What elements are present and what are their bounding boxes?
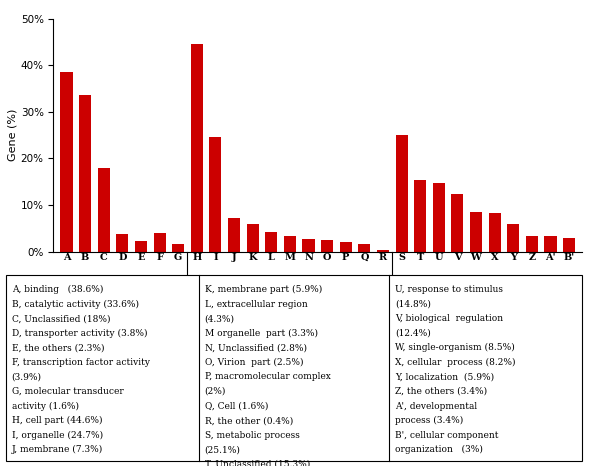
- Bar: [209, 137, 222, 252]
- Bar: [135, 241, 147, 252]
- Text: (25.1%): (25.1%): [205, 445, 241, 454]
- Bar: [358, 244, 371, 252]
- Text: V, biological  regulation: V, biological regulation: [395, 314, 503, 323]
- Bar: [97, 168, 110, 252]
- Bar: [563, 238, 575, 252]
- Bar: [526, 236, 538, 252]
- Text: G, molecular transducer: G, molecular transducer: [12, 387, 124, 396]
- Bar: [79, 95, 91, 252]
- Text: Y, localization  (5.9%): Y, localization (5.9%): [395, 372, 494, 382]
- Bar: [284, 236, 296, 252]
- Text: E, the others (2.3%): E, the others (2.3%): [12, 343, 104, 352]
- Y-axis label: Gene (%): Gene (%): [8, 109, 18, 161]
- Text: D, transporter activity (3.8%): D, transporter activity (3.8%): [12, 329, 147, 338]
- Text: R, the other (0.4%): R, the other (0.4%): [205, 416, 293, 425]
- Bar: [321, 240, 333, 252]
- Text: B', cellular component: B', cellular component: [395, 431, 498, 439]
- Text: process (3.4%): process (3.4%): [395, 416, 463, 425]
- Bar: [545, 236, 557, 252]
- Text: Q, Cell (1.6%): Q, Cell (1.6%): [205, 402, 268, 411]
- Text: B, catalytic activity (33.6%): B, catalytic activity (33.6%): [12, 300, 139, 309]
- Bar: [172, 244, 184, 252]
- Bar: [377, 250, 389, 252]
- Text: (2%): (2%): [205, 387, 226, 396]
- Text: Z, the others (3.4%): Z, the others (3.4%): [395, 387, 487, 396]
- Bar: [470, 212, 482, 252]
- Text: L, extracellular region: L, extracellular region: [205, 300, 308, 309]
- Text: N, Unclassified (2.8%): N, Unclassified (2.8%): [205, 343, 307, 352]
- Bar: [228, 218, 240, 252]
- Bar: [507, 224, 519, 252]
- Text: K, membrane part (5.9%): K, membrane part (5.9%): [205, 285, 322, 295]
- Text: W, single-organism (8.5%): W, single-organism (8.5%): [395, 343, 514, 352]
- Text: O, Virion  part (2.5%): O, Virion part (2.5%): [205, 358, 303, 367]
- Text: A, binding   (38.6%): A, binding (38.6%): [12, 285, 103, 295]
- Text: C, Unclassified (18%): C, Unclassified (18%): [12, 314, 110, 323]
- Text: J, membrane (7.3%): J, membrane (7.3%): [12, 445, 103, 454]
- Text: (4.3%): (4.3%): [205, 314, 235, 323]
- Text: S, metabolic process: S, metabolic process: [205, 431, 299, 439]
- Bar: [489, 213, 501, 252]
- Text: F, transcription factor activity: F, transcription factor activity: [12, 358, 150, 367]
- Text: M organelle  part (3.3%): M organelle part (3.3%): [205, 329, 318, 338]
- Bar: [451, 194, 463, 252]
- Text: molecular_function:: molecular_function:: [70, 317, 175, 327]
- Bar: [247, 224, 259, 252]
- Text: H, cell part (44.6%): H, cell part (44.6%): [12, 416, 102, 425]
- Bar: [191, 44, 203, 252]
- FancyBboxPatch shape: [6, 275, 582, 461]
- Text: A', developmental: A', developmental: [395, 402, 477, 411]
- Text: T, Unclassified (15.3%): T, Unclassified (15.3%): [205, 459, 310, 466]
- Text: (12.4%): (12.4%): [395, 329, 431, 338]
- Text: P, macromolecular complex: P, macromolecular complex: [205, 372, 331, 382]
- Bar: [414, 180, 426, 252]
- Bar: [396, 135, 407, 252]
- Text: organization   (3%): organization (3%): [395, 445, 483, 454]
- Text: X, cellular  process (8.2%): X, cellular process (8.2%): [395, 358, 516, 367]
- Text: activity (1.6%): activity (1.6%): [12, 402, 78, 411]
- Text: (3.9%): (3.9%): [12, 372, 42, 382]
- Bar: [302, 239, 315, 252]
- Text: U, response to stimulus: U, response to stimulus: [395, 285, 503, 294]
- Bar: [265, 232, 277, 252]
- Text: cellular_component:: cellular_component:: [236, 317, 343, 327]
- Bar: [61, 72, 72, 252]
- Bar: [153, 233, 166, 252]
- Text: I, organelle (24.7%): I, organelle (24.7%): [12, 431, 103, 440]
- Bar: [116, 234, 128, 252]
- Bar: [433, 183, 445, 252]
- Bar: [340, 242, 352, 252]
- Text: (14.8%): (14.8%): [395, 300, 431, 309]
- Text: biological_process:: biological_process:: [435, 317, 536, 327]
